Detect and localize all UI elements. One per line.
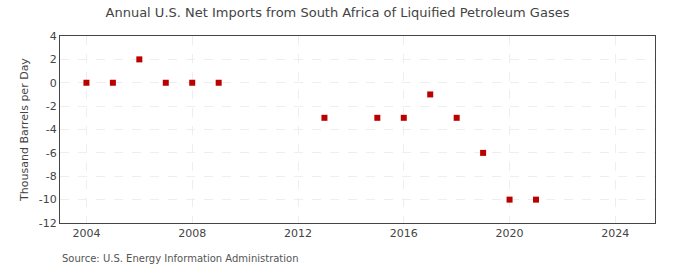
svg-text:-6: -6 bbox=[46, 147, 57, 160]
svg-text:2020: 2020 bbox=[496, 227, 524, 240]
svg-text:2004: 2004 bbox=[72, 227, 100, 240]
svg-text:2024: 2024 bbox=[601, 227, 629, 240]
svg-text:2008: 2008 bbox=[178, 227, 206, 240]
svg-text:2012: 2012 bbox=[284, 227, 312, 240]
svg-text:-8: -8 bbox=[46, 170, 57, 183]
svg-text:2: 2 bbox=[50, 53, 57, 66]
svg-text:4: 4 bbox=[50, 30, 57, 43]
svg-text:-4: -4 bbox=[46, 123, 57, 136]
svg-text:Annual U.S. Net Imports from S: Annual U.S. Net Imports from South Afric… bbox=[106, 5, 570, 20]
svg-text:-2: -2 bbox=[46, 100, 57, 113]
svg-text:-12: -12 bbox=[39, 217, 57, 230]
svg-text:0: 0 bbox=[50, 77, 57, 90]
svg-text:Thousand Barrels per Day: Thousand Barrels per Day bbox=[18, 58, 31, 202]
svg-text:-10: -10 bbox=[39, 193, 57, 206]
svg-text:2016: 2016 bbox=[390, 227, 418, 240]
svg-text:Source: U.S. Energy Informatio: Source: U.S. Energy Information Administ… bbox=[62, 253, 299, 264]
